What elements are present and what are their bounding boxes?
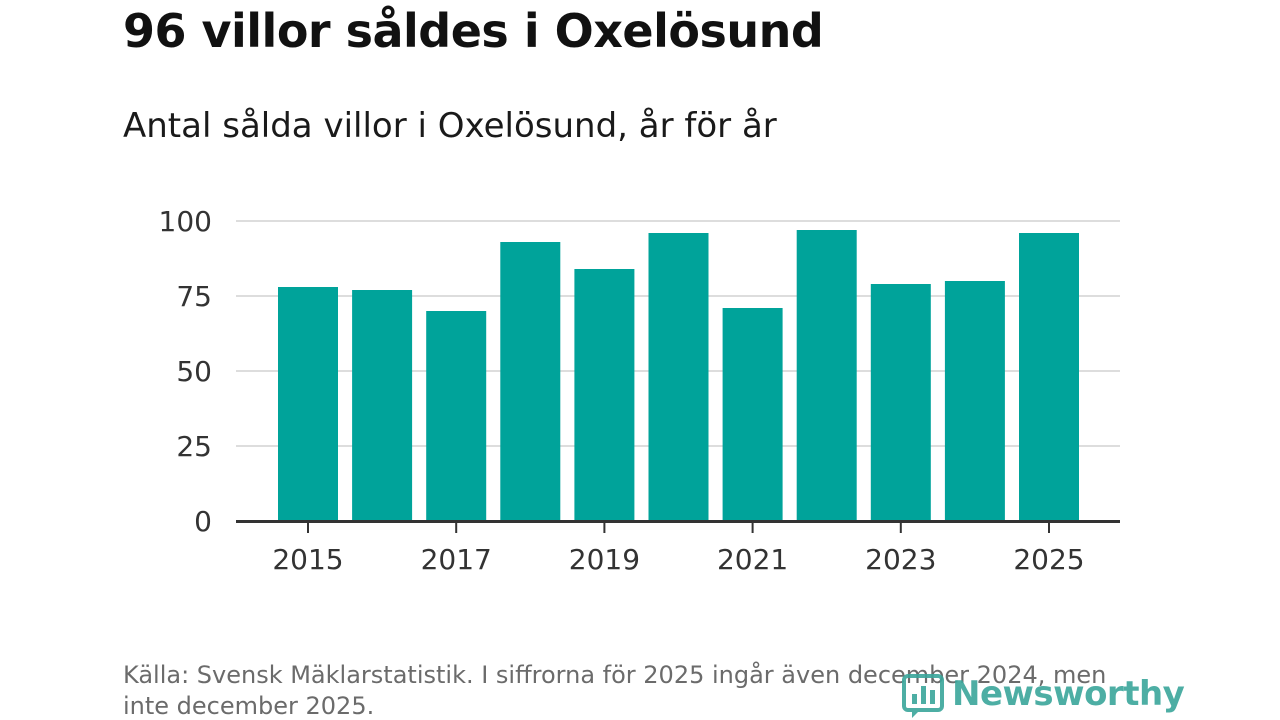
bar-2021 [722,308,783,521]
x-tick-label-2015: 2015 [272,543,343,576]
x-tick-label-2023: 2023 [865,543,936,576]
bar-2019 [574,269,635,521]
y-tick-label-75: 75 [176,280,212,313]
x-tick-label-2021: 2021 [717,543,788,576]
x-tick-label-2019: 2019 [569,543,640,576]
bar-2017 [426,311,487,521]
brand-name: Newsworthy [952,674,1185,714]
chart-subtitle: Antal sålda villor i Oxelösund, år för å… [123,106,777,146]
chart-title: 96 villor såldes i Oxelösund [123,4,824,58]
bar-2020 [648,233,709,521]
bar-2015 [278,287,338,521]
bar-2025 [1019,233,1079,521]
bar-chart: 0 25 50 75 100 2015 2017 2019 2021 2023 2025 [159,205,1120,576]
y-tick-label-25: 25 [176,430,212,463]
x-tick-label-2025: 2025 [1013,543,1084,576]
x-tick-label-2017: 2017 [421,543,492,576]
bar-2024 [944,281,1005,521]
bars [278,230,1079,521]
y-tick-label-100: 100 [159,205,212,238]
bar-chart-logo-icon [902,674,944,718]
y-tick-label-50: 50 [176,355,212,388]
bar-2023 [870,284,931,521]
bar-2018 [500,242,561,521]
bar-2022 [796,230,857,521]
brand-logo: Newsworthy [902,670,1185,718]
bar-2016 [352,290,413,521]
y-tick-label-0: 0 [194,505,212,538]
axes: 0 25 50 75 100 2015 2017 2019 2021 2023 2025 [159,205,1120,576]
